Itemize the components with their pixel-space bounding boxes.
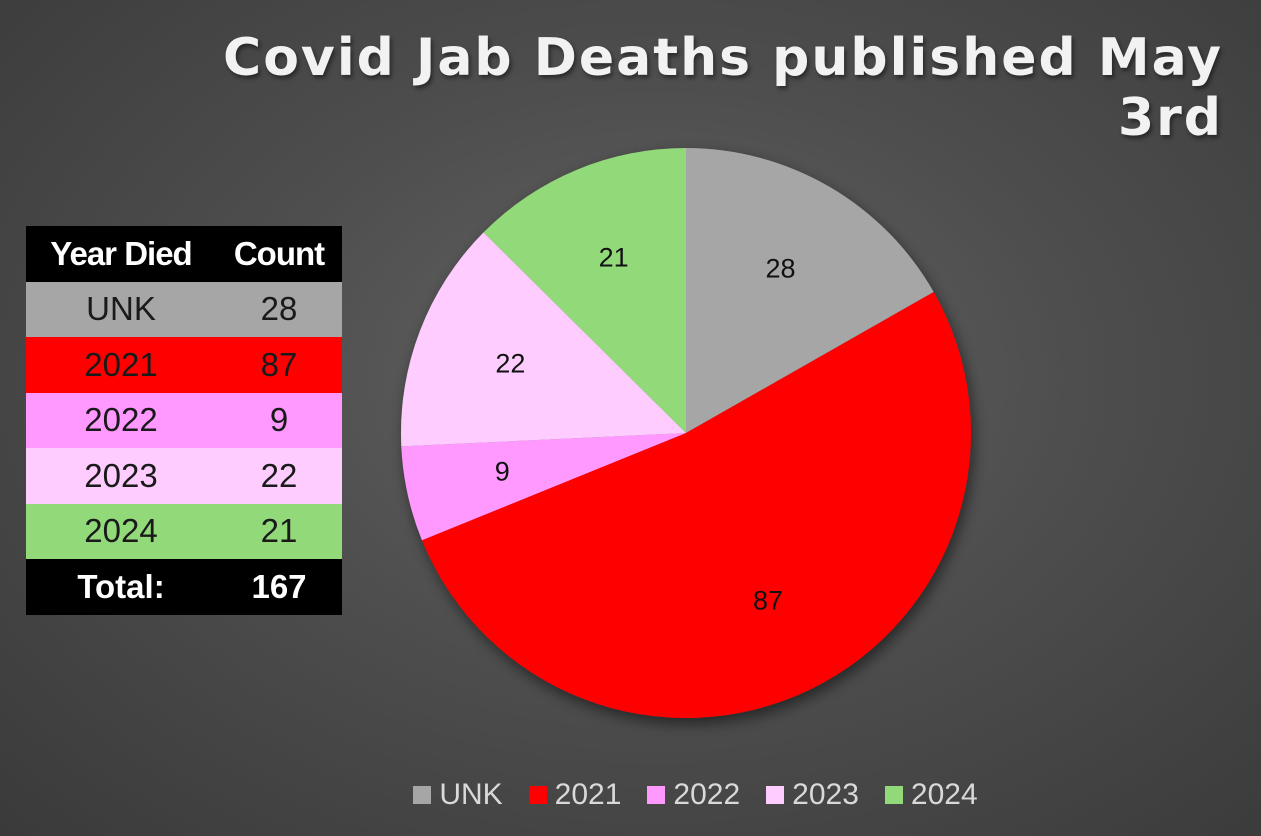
legend-item-2023: 2023 [766, 778, 859, 812]
legend-item-UNK: UNK [413, 778, 503, 812]
header-year-died: Year Died [26, 226, 216, 282]
pie-slice-2021 [421, 292, 971, 718]
count-cell: 22 [216, 448, 342, 504]
legend-label: 2022 [673, 778, 741, 811]
year-cell: 2024 [26, 503, 216, 559]
legend-item-2024: 2024 [884, 778, 978, 812]
count-cell: 87 [216, 337, 342, 393]
data-label-UNK: 28 [766, 254, 796, 284]
year-cell: UNK [26, 281, 216, 337]
pie-slice-2024 [483, 148, 686, 433]
legend-item-2021: 2021 [528, 778, 622, 812]
year-cell: 2023 [26, 448, 216, 504]
count-cell: 28 [216, 281, 342, 337]
legend-swatch [884, 786, 903, 804]
legend-swatch [766, 786, 785, 804]
legend-swatch [528, 786, 547, 804]
legend-swatch [413, 786, 432, 804]
legend-label: 2023 [792, 778, 859, 811]
summary-table: Year Died Count UNK 28 2021 87 2022 9 20… [26, 226, 342, 615]
table-header-row: Year Died Count [26, 226, 342, 282]
pie-slices [401, 148, 971, 718]
pie-data-labels: 28 87 9 22 21 [495, 243, 796, 616]
table-row: 2021 87 [26, 337, 342, 393]
chart-legend: UNK 2021 2022 2023 2024 [0, 778, 1261, 812]
header-count: Count [216, 226, 342, 282]
data-label-2021: 87 [753, 585, 783, 615]
legend-item-2022: 2022 [647, 778, 740, 812]
total-label: Total: [26, 559, 216, 615]
total-row: Total: 167 [26, 559, 342, 615]
legend-label: 2021 [554, 778, 622, 811]
pie-slice-2023 [401, 232, 686, 447]
table-row: 2022 9 [26, 392, 342, 448]
legend-label: UNK [439, 778, 503, 811]
table-row: UNK 28 [26, 281, 342, 337]
data-label-2022: 9 [495, 457, 510, 487]
chart-title: Covid Jab Deaths published May 3rd [223, 28, 1223, 148]
year-cell: 2021 [26, 337, 216, 393]
total-value: 167 [216, 559, 342, 615]
data-label-2024: 21 [599, 243, 629, 273]
count-cell: 9 [216, 392, 342, 448]
table-row: 2024 21 [26, 503, 342, 559]
legend-label: 2024 [910, 778, 978, 811]
data-label-2023: 22 [495, 349, 525, 379]
count-cell: 21 [216, 503, 342, 559]
pie-slice-UNK [686, 148, 934, 433]
year-cell: 2022 [26, 392, 216, 448]
legend-swatch [647, 786, 666, 804]
table-row: 2023 22 [26, 448, 342, 504]
pie-slice-2022 [401, 433, 686, 541]
